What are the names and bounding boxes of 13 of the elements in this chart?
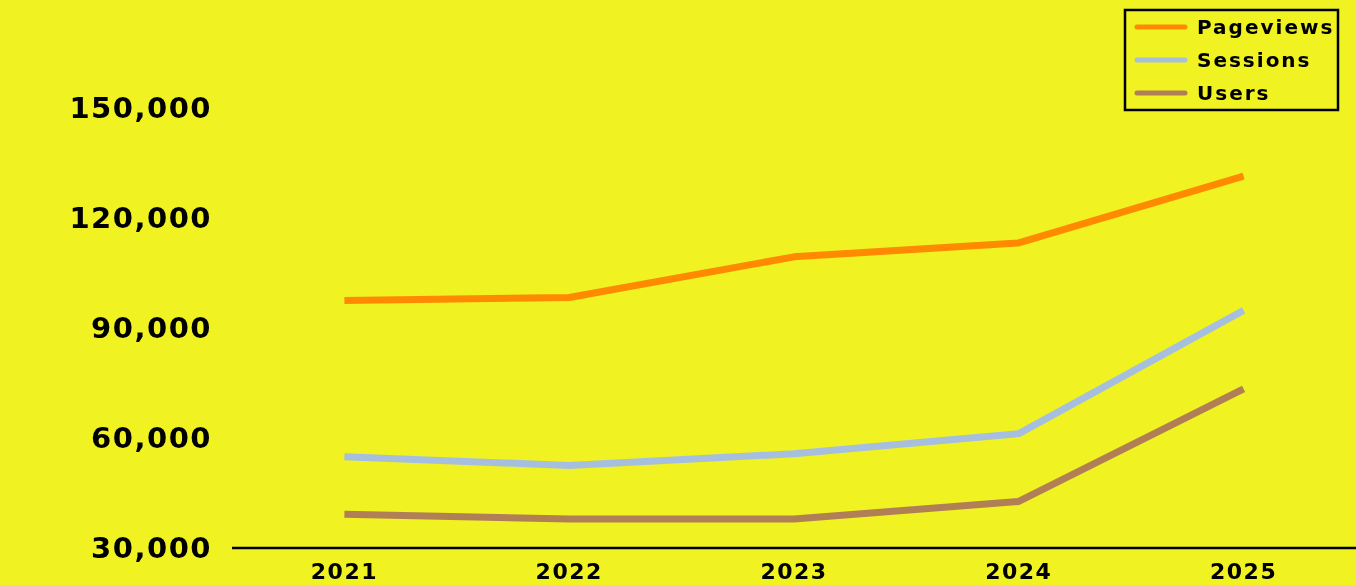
y-tick-label: 60,000 [91, 421, 212, 456]
y-tick-label: 30,000 [91, 531, 212, 566]
legend-label: Sessions [1197, 48, 1312, 72]
x-tick-label: 2024 [985, 559, 1053, 584]
x-tick-label: 2023 [760, 559, 828, 584]
legend-label: Pageviews [1197, 15, 1335, 39]
x-tick-label: 2025 [1209, 559, 1278, 584]
y-tick-label: 150,000 [69, 91, 212, 126]
y-tick-label: 120,000 [69, 201, 212, 236]
y-tick-label: 90,000 [91, 311, 212, 346]
legend-label: Users [1197, 81, 1271, 105]
x-tick-label: 2022 [535, 559, 603, 584]
x-tick-label: 2021 [310, 559, 379, 584]
